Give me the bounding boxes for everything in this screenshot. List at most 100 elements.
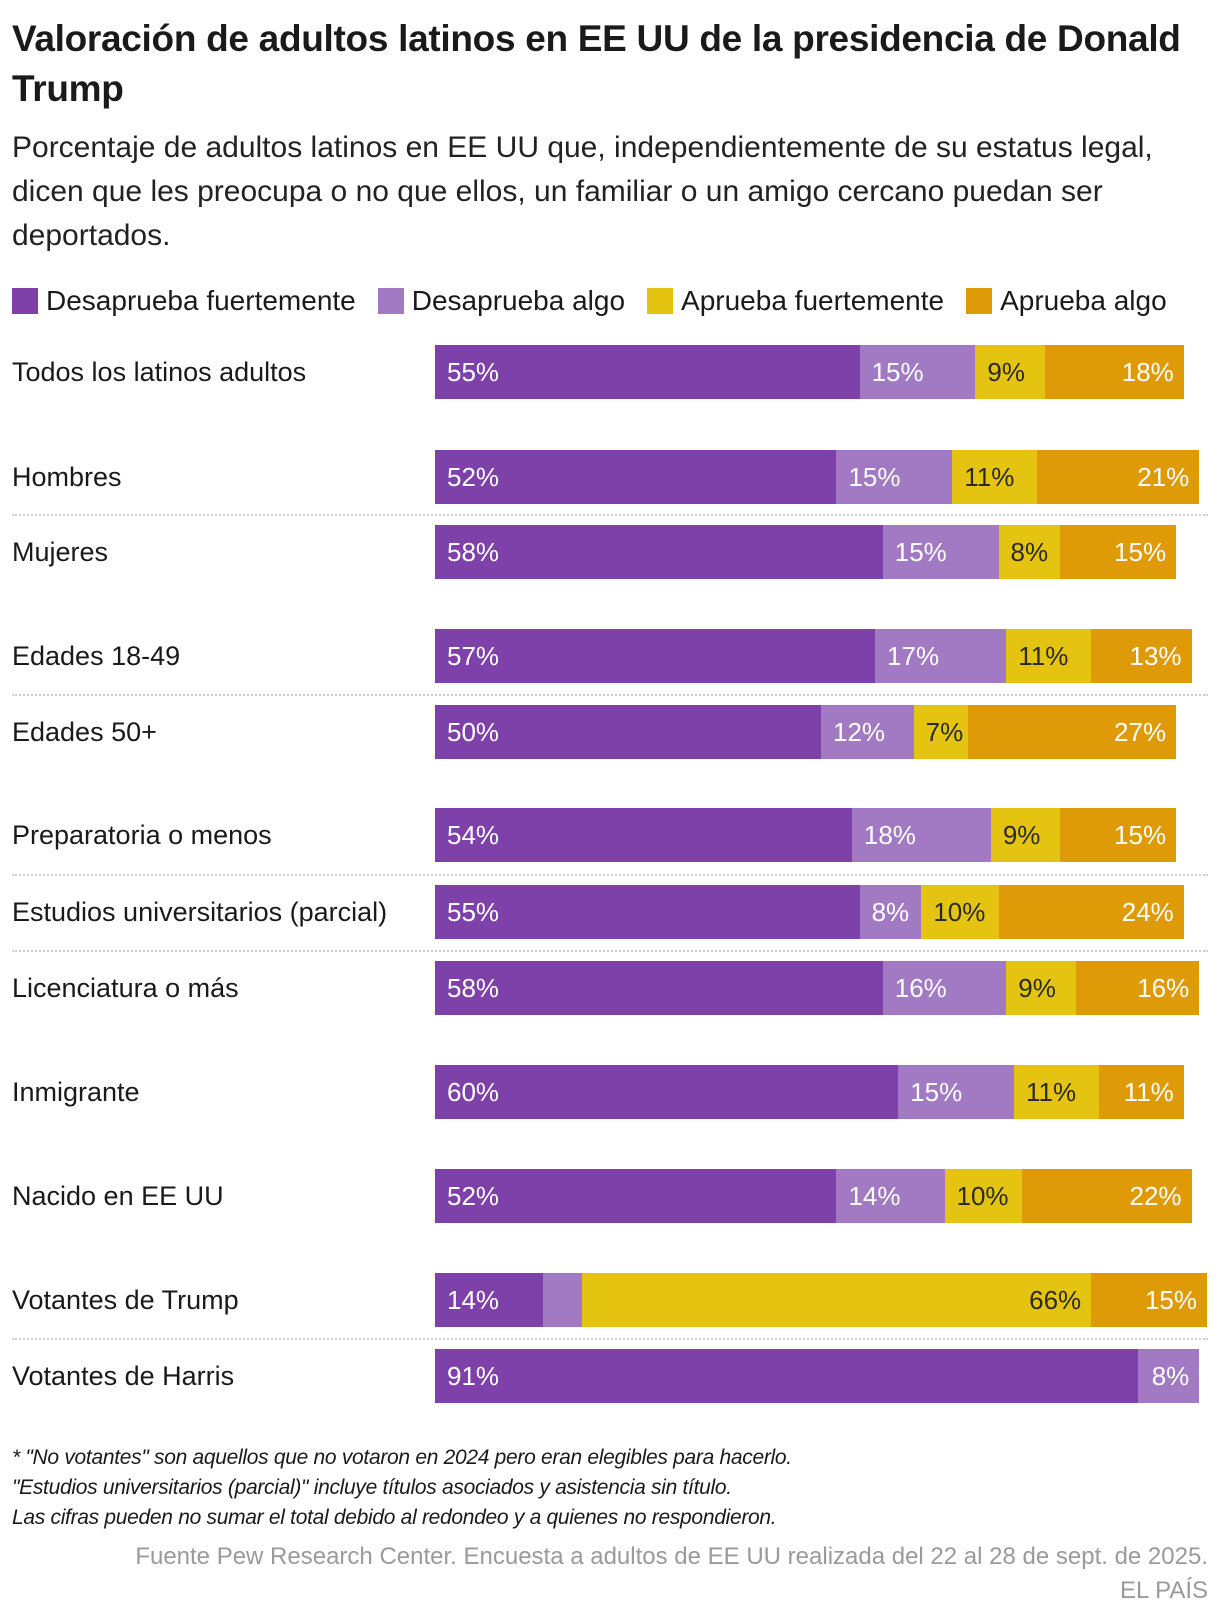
bar-row: 52% 14% 10% 22%	[435, 1169, 1192, 1223]
bar-segment: 18%	[1044, 345, 1184, 399]
category-label: Preparatoria o menos	[12, 820, 272, 850]
category-label: Todos los latinos adultos	[12, 357, 307, 387]
data-label: 66%	[1029, 1284, 1082, 1315]
data-label: 10%	[956, 1180, 1009, 1211]
row-divider	[12, 1338, 1208, 1340]
bar-row: 50% 12% 7% 27%	[435, 705, 1177, 759]
legend-label: Desaprueba algo	[411, 285, 626, 316]
data-label: 55%	[447, 896, 500, 927]
data-label: 21%	[1137, 461, 1190, 492]
bar-row: 54% 18% 9% 15%	[435, 808, 1177, 862]
bar-segment: 8%	[1137, 1349, 1200, 1403]
bar-row: 91% 8%	[435, 1349, 1200, 1403]
bar-segment: 15%	[882, 525, 999, 579]
bar-segment: 66%	[581, 1273, 1092, 1327]
bar-segment: 52%	[435, 450, 837, 504]
data-label: 11%	[1123, 1076, 1174, 1107]
bar-segment: 57%	[435, 629, 876, 683]
legend-swatch	[377, 288, 404, 314]
brand-label: EL PAÍS	[1119, 1577, 1208, 1604]
data-label: 54%	[447, 819, 500, 850]
data-label: 24%	[1121, 896, 1174, 927]
data-label: 60%	[447, 1076, 500, 1107]
legend-label: Aprueba algo	[1000, 285, 1167, 316]
data-label: 8%	[871, 896, 910, 927]
bar-row: 55% 15% 9% 18%	[435, 345, 1184, 399]
bar-segment: 11%	[1013, 1065, 1099, 1119]
bar-segment: 52%	[435, 1169, 837, 1223]
category-label: Estudios universitarios (parcial)	[12, 897, 388, 927]
bar-segment: 18%	[851, 808, 991, 862]
data-label: 11%	[964, 461, 1015, 492]
category-label: Votantes de Harris	[12, 1361, 235, 1391]
bar-row: 58% 16% 9% 16%	[435, 961, 1200, 1015]
legend-swatch	[12, 288, 38, 314]
data-label: 18%	[1121, 356, 1174, 387]
bar-segment: 12%	[821, 705, 914, 759]
data-label: 58%	[447, 536, 500, 567]
row-divider	[12, 514, 1208, 516]
bar-segment: 15%	[836, 450, 953, 504]
bar-segment: 24%	[998, 885, 1184, 939]
bar-segment: 15%	[859, 345, 976, 399]
legend-item: Desaprueba algo	[377, 284, 626, 318]
bar-segment: 17%	[875, 629, 1007, 683]
data-label: 52%	[447, 461, 500, 492]
bar-segment: 13%	[1091, 629, 1192, 683]
bar-segment: 11%	[1098, 1065, 1184, 1119]
data-label: 15%	[910, 1076, 963, 1107]
data-label: 10%	[933, 896, 986, 927]
data-label: 13%	[1129, 640, 1182, 671]
row-divider	[12, 874, 1208, 876]
bar-segment: 58%	[435, 961, 883, 1015]
bar-segment: 15%	[1060, 808, 1177, 862]
data-label: 22%	[1129, 1180, 1182, 1211]
bar-row: 14% 66% 15%	[435, 1273, 1207, 1327]
bar-row: 57% 17% 11% 13%	[435, 629, 1192, 683]
bar-row: 55% 8% 10% 24%	[435, 885, 1184, 939]
bar-segment: 16%	[1075, 961, 1200, 1015]
bar-segment: 15%	[1091, 1273, 1207, 1327]
data-label: 14%	[447, 1284, 500, 1315]
data-label: 58%	[447, 972, 500, 1003]
data-label: 15%	[848, 461, 901, 492]
category-label: Nacido en EE UU	[12, 1181, 224, 1211]
data-label: 55%	[447, 356, 500, 387]
bar-segment: 21%	[1037, 450, 1200, 504]
data-label: 15%	[1114, 819, 1167, 850]
data-label: 11%	[1025, 1076, 1077, 1107]
legend-label: Aprueba fuertemente	[681, 285, 945, 316]
bar-segment: 91%	[435, 1349, 1138, 1403]
data-label: 50%	[447, 716, 500, 747]
row-divider	[12, 950, 1208, 952]
bar-segment: 10%	[921, 885, 999, 939]
data-label: 27%	[1114, 716, 1167, 747]
bar-segment: 14%	[435, 1273, 544, 1327]
legend-label: Desaprueba fuertemente	[46, 285, 356, 316]
bar-segment: 9%	[1006, 961, 1076, 1015]
bar-row: 60% 15% 11% 11%	[435, 1065, 1184, 1119]
category-label: Votantes de Trump	[12, 1285, 239, 1315]
data-label: 12%	[833, 716, 886, 747]
category-label: Edades 18-49	[12, 641, 181, 671]
data-label: 52%	[447, 1180, 500, 1211]
data-label: 9%	[1018, 972, 1056, 1003]
bar-segment: 11%	[952, 450, 1038, 504]
data-label: 57%	[447, 640, 500, 671]
legend-swatch	[966, 288, 993, 314]
bar-segment: 16%	[882, 961, 1007, 1015]
footnote: * "No votantes" son aquellos que no vota…	[12, 1446, 792, 1469]
bar-segment: 9%	[975, 345, 1045, 399]
data-label: 9%	[1002, 819, 1041, 850]
bar-segment: 10%	[944, 1169, 1022, 1223]
footnote: "Estudios universitarios (parcial)" incl…	[12, 1476, 732, 1499]
row-divider	[12, 694, 1208, 696]
footnote: Las cifras pueden no sumar el total debi…	[12, 1506, 777, 1529]
data-label: 9%	[987, 356, 1025, 387]
bar-segment: 8%	[998, 525, 1061, 579]
data-label: 7%	[925, 716, 964, 747]
bar-row: 52% 15% 11% 21%	[435, 450, 1200, 504]
data-label: 18%	[863, 819, 916, 850]
data-label: 8%	[1151, 1360, 1190, 1391]
data-label: 91%	[447, 1360, 500, 1391]
